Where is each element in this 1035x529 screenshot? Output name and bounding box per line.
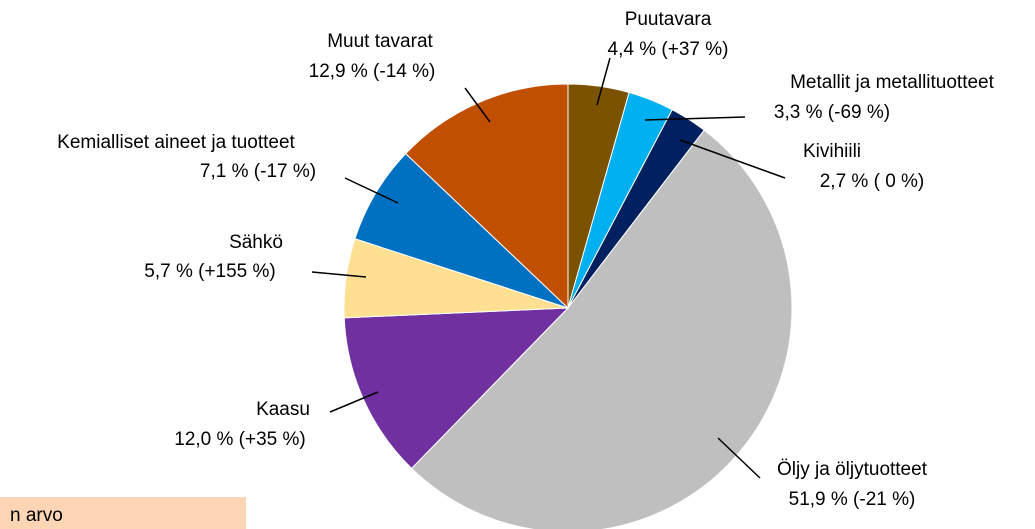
value-label: 2,7 % ( 0 %) (820, 171, 925, 192)
slice-label: Sähkö (229, 232, 283, 253)
leader-line (344, 177, 399, 204)
leader-line (464, 87, 491, 123)
pie-slice (410, 129, 793, 529)
value-label: 4,4 % (+37 %) (608, 39, 729, 60)
slice-label: Kaasu (256, 399, 310, 420)
value-label: 12,0 % (+35 %) (174, 429, 306, 450)
leader-line (644, 116, 746, 121)
value-label: 12,9 % (-14 %) (309, 61, 436, 82)
leader-line (679, 139, 786, 179)
leader-line (717, 437, 761, 479)
value-label: 3,3 % (-69 %) (774, 102, 890, 123)
leader-line (596, 57, 611, 106)
leader-line (329, 391, 379, 413)
slice-label: Kivihiili (803, 141, 861, 162)
pie-slice (404, 83, 569, 310)
pie-slice (354, 152, 569, 309)
slice-label: Kemialliset aineet ja tuotteet (57, 132, 295, 153)
slice-label: Puutavara (625, 9, 712, 30)
value-label: 51,9 % (-21 %) (789, 489, 916, 510)
leader-line (311, 271, 367, 278)
note-text: n arvo (10, 505, 63, 526)
slice-label: Öljy ja öljytuotteet (777, 459, 928, 480)
value-label: 7,1 % (-17 %) (200, 161, 316, 182)
pie-slice (343, 307, 570, 470)
slice-label: Muut tavarat (327, 31, 433, 52)
value-label: 5,7 % (+155 %) (144, 261, 276, 282)
note-box (0, 497, 246, 529)
slice-label: Metallit ja metallituotteet (790, 72, 995, 93)
